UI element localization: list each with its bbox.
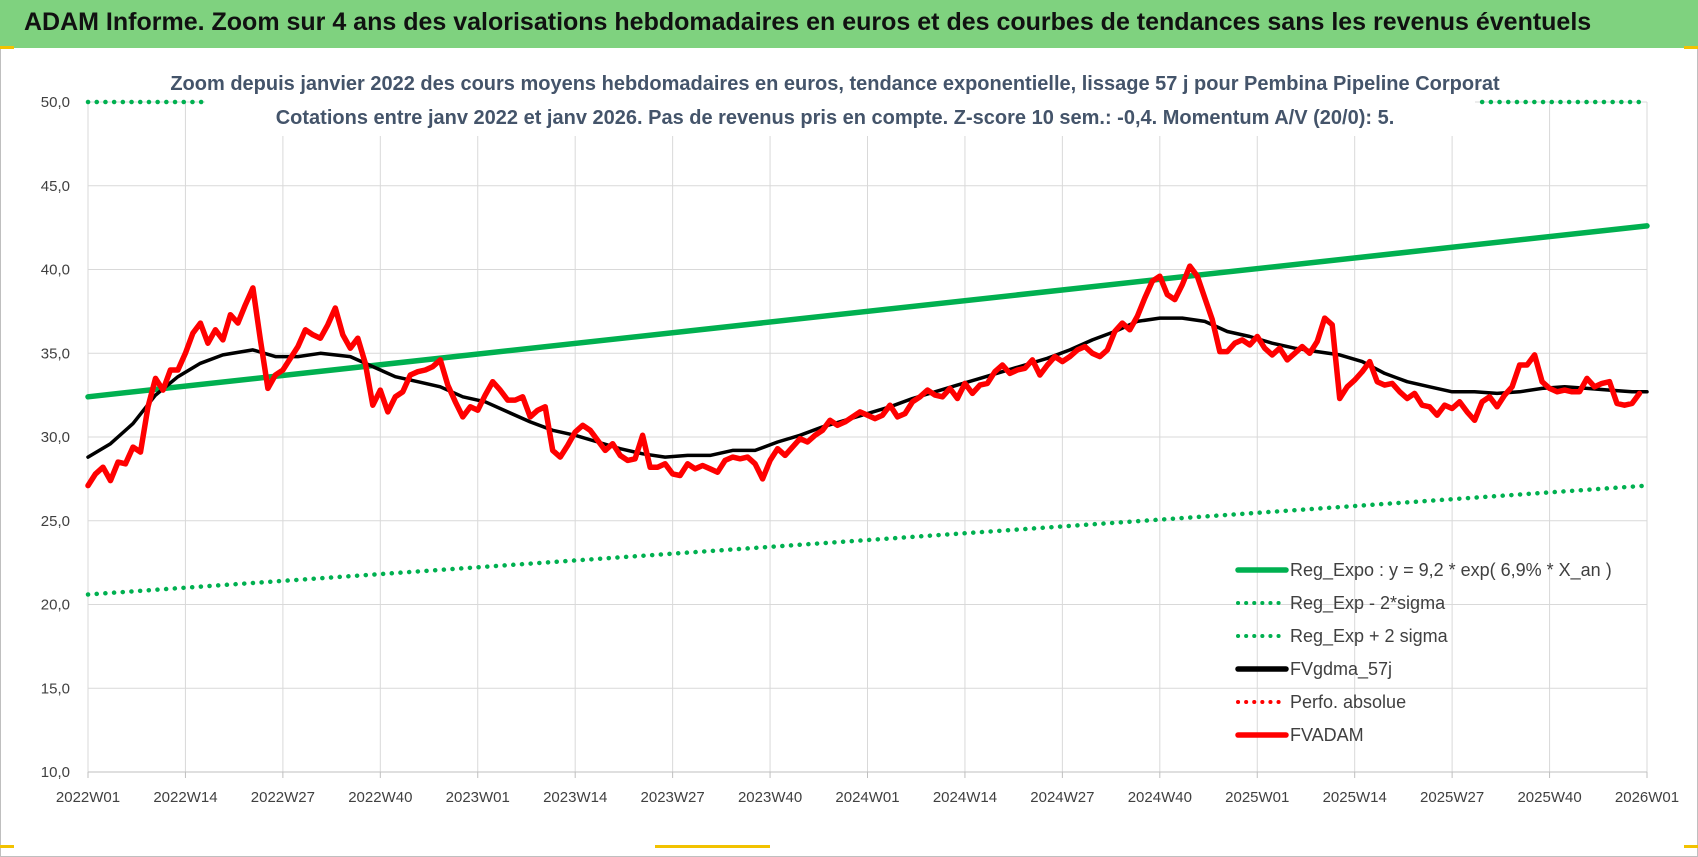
corner-mark-top-left: [0, 46, 14, 49]
y-tick-label: 20,0: [41, 597, 70, 614]
y-tick-label: 50,0: [41, 94, 70, 111]
x-axis-ticks: 2022W01 2022W14 2022W27 2022W40 2023W01 2023W…: [56, 789, 1679, 806]
y-axis-ticks: 10,0 15,0 20,0 25,0 30,0 35,0 40,0 45,0 50,0: [41, 94, 70, 781]
fvgdma-57j-line: [86, 316, 1649, 459]
x-tick-label: 2023W40: [738, 789, 802, 806]
x-tick-label: 2025W14: [1323, 789, 1387, 806]
y-tick-label: 25,0: [41, 513, 70, 530]
x-tick-label: 2022W40: [348, 789, 412, 806]
y-tick-label: 35,0: [41, 345, 70, 362]
legend: Reg_Expo : y = 9,2 * exp( 6,9% * X_an ) R…: [1235, 560, 1612, 745]
fvadam-line: [85, 263, 1643, 489]
y-tick-label: 45,0: [41, 178, 70, 195]
legend-label: Reg_Expo : y = 9,2 * exp( 6,9% * X_an ): [1290, 560, 1612, 581]
x-tick-label: 2024W27: [1030, 789, 1094, 806]
banner-title: ADAM Informe. Zoom sur 4 ans des valoris…: [24, 8, 1592, 36]
legend-label: FVADAM: [1290, 725, 1364, 745]
x-tick-label: 2022W01: [56, 789, 120, 806]
legend-label: Perfo. absolue: [1290, 692, 1406, 712]
series-layer: [85, 99, 1650, 597]
line-chart: 10,0 15,0 20,0 25,0 30,0 35,0 40,0 45,0 50,0 202…: [41, 66, 1679, 806]
grid-lines: [87, 101, 1648, 778]
x-tick-label: 2025W40: [1517, 789, 1581, 806]
y-tick-label: 40,0: [41, 262, 70, 279]
corner-mark-bottom-left: [0, 845, 14, 848]
corner-mark-bottom-right: [1684, 845, 1698, 848]
title-banner: ADAM Informe. Zoom sur 4 ans des valoris…: [0, 0, 1698, 48]
x-tick-label: 2022W14: [153, 789, 217, 806]
x-tick-label: 2022W27: [251, 789, 315, 806]
corner-mark-top-right: [1684, 46, 1698, 49]
bottom-center-mark: [655, 845, 770, 848]
y-tick-label: 10,0: [41, 764, 70, 781]
x-tick-label: 2023W27: [641, 789, 705, 806]
x-tick-label: 2023W01: [446, 789, 510, 806]
legend-label: Reg_Exp + 2 sigma: [1290, 626, 1449, 647]
x-tick-label: 2025W27: [1420, 789, 1484, 806]
y-tick-label: 30,0: [41, 429, 70, 446]
y-tick-label: 15,0: [41, 680, 70, 697]
legend-label: Reg_Exp - 2*sigma: [1290, 593, 1446, 614]
x-tick-label: 2026W01: [1615, 789, 1679, 806]
x-tick-label: 2025W01: [1225, 789, 1289, 806]
chart-title-line-2: Cotations entre janv 2022 et janv 2026. …: [276, 107, 1395, 129]
chart-title-line-1: Zoom depuis janvier 2022 des cours moyen…: [170, 73, 1500, 95]
x-tick-label: 2023W14: [543, 789, 607, 806]
reg-expo-line: [85, 223, 1650, 400]
x-tick-label: 2024W40: [1128, 789, 1192, 806]
title-background: [205, 66, 1475, 136]
reg-exp-minus-2sigma-line: [85, 483, 1650, 597]
legend-label: FVgdma_57j: [1290, 659, 1392, 680]
x-tick-label: 2024W14: [933, 789, 997, 806]
x-tick-label: 2024W01: [835, 789, 899, 806]
